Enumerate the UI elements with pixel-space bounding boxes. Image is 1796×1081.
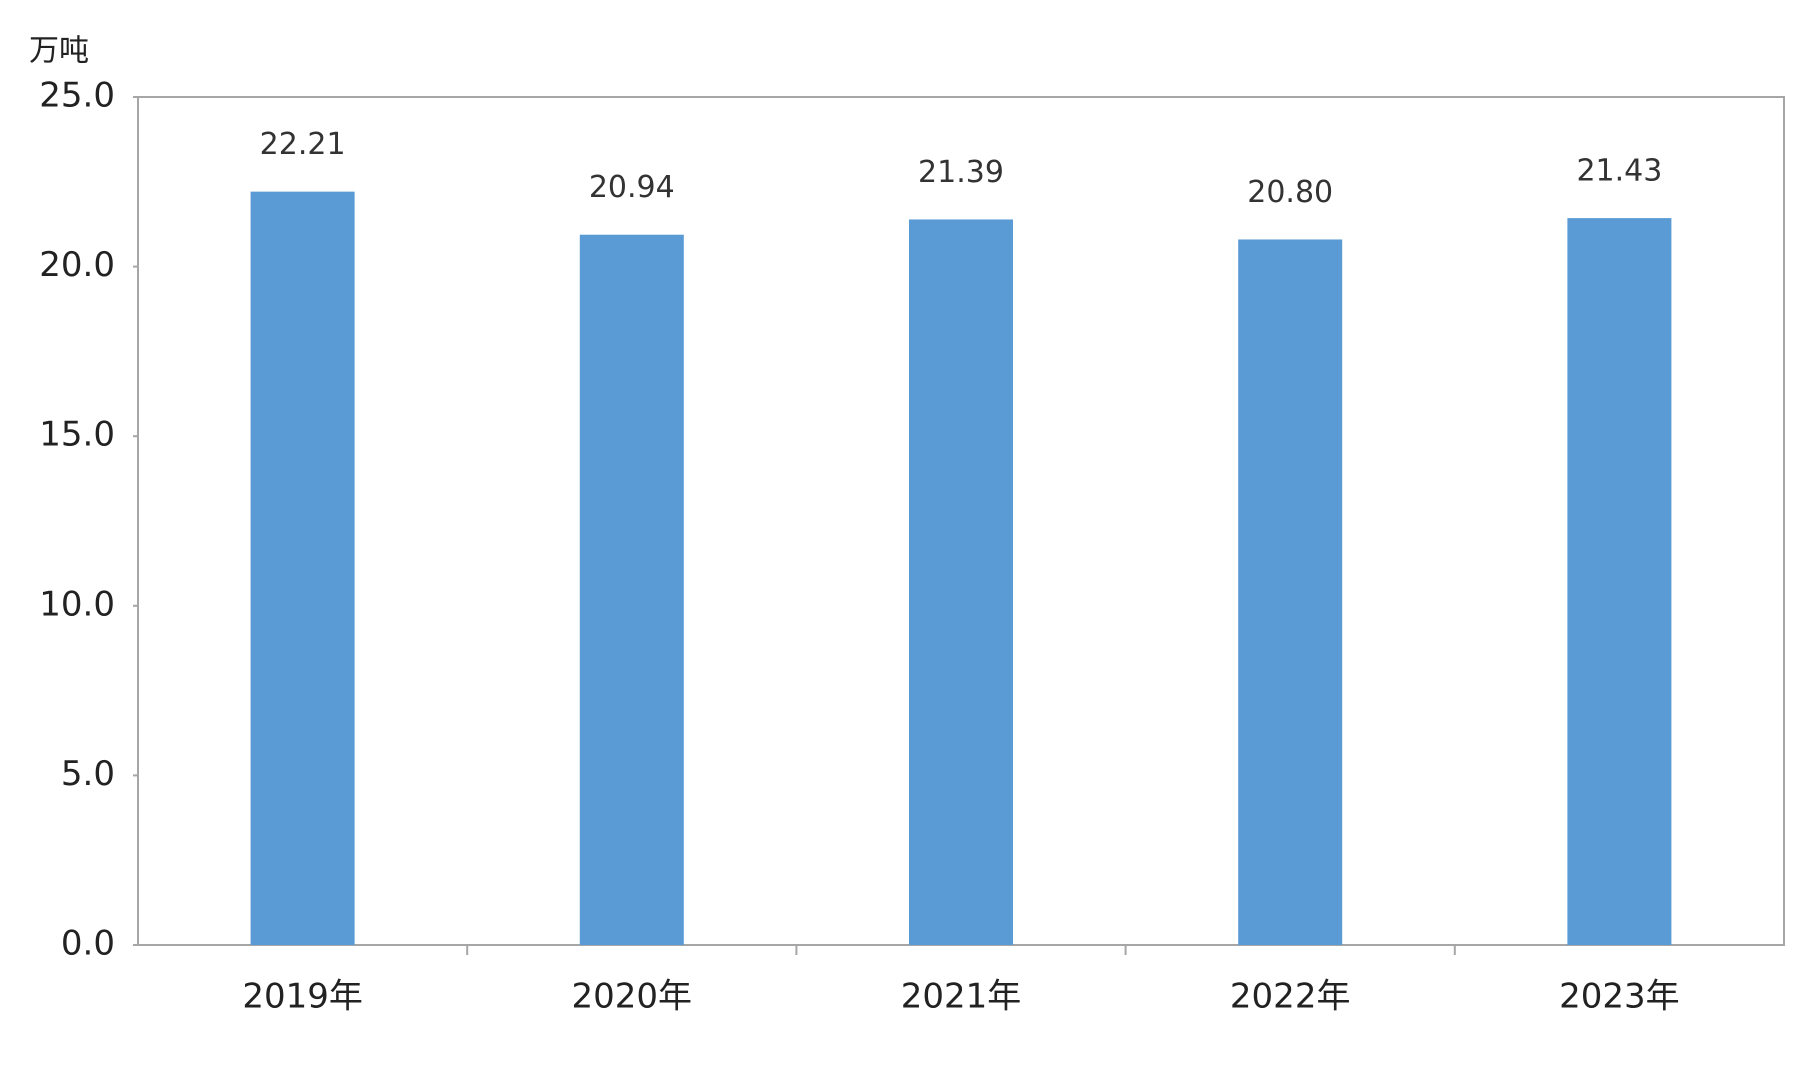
x-tick-label: 2021年 [901, 977, 1022, 1017]
value-label: 21.43 [1576, 154, 1662, 189]
y-tick-label: 0.0 [61, 924, 115, 964]
bar [1567, 218, 1672, 945]
y-tick-label: 15.0 [39, 415, 115, 455]
value-label: 20.94 [589, 170, 675, 205]
x-tick-label: 2023年 [1559, 977, 1680, 1017]
bar [250, 191, 355, 946]
bar [1238, 239, 1343, 946]
y-tick-label: 25.0 [39, 76, 115, 116]
y-axis-unit: 万吨 [29, 34, 89, 69]
value-label: 20.80 [1247, 175, 1333, 210]
x-tick-label: 2022年 [1230, 977, 1351, 1017]
y-tick-label: 5.0 [61, 754, 115, 794]
y-tick-label: 10.0 [39, 584, 115, 624]
bar [909, 219, 1013, 946]
y-tick-label: 20.0 [39, 245, 115, 285]
bar [579, 234, 684, 945]
x-tick-label: 2020年 [572, 977, 693, 1017]
value-label: 22.21 [260, 127, 346, 162]
value-label: 21.39 [918, 155, 1004, 190]
x-tick-label: 2019年 [242, 977, 363, 1017]
